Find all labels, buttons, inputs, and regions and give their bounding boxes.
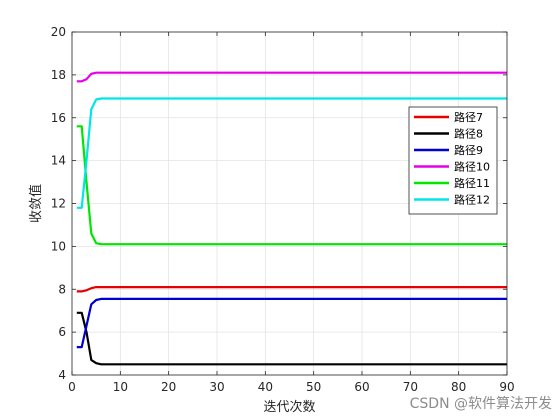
y-tick-label: 4 xyxy=(58,368,66,382)
x-tick-label: 70 xyxy=(403,380,418,394)
y-tick-label: 18 xyxy=(51,68,66,82)
watermark: CSDN @软件算法开发 xyxy=(410,396,552,412)
legend-box xyxy=(408,106,498,215)
series-lines xyxy=(76,71,507,366)
x-tick-label: 50 xyxy=(306,380,321,394)
x-tick-label: 40 xyxy=(258,380,273,394)
legend-entry: 路径7 xyxy=(454,111,483,124)
y-axis-label: 收敛值 xyxy=(28,184,44,223)
y-tick-label: 12 xyxy=(51,197,66,211)
y-tick-label: 10 xyxy=(51,239,66,253)
series-line-2 xyxy=(76,311,507,366)
series-line-4 xyxy=(76,71,507,83)
series-line-6 xyxy=(76,97,507,209)
legend-entry: 路径10 xyxy=(454,161,490,174)
legend-entry: 路径11 xyxy=(454,177,490,190)
x-axis-label: 迭代次数 xyxy=(263,399,315,415)
y-tick-label: 14 xyxy=(51,154,66,168)
x-axis-ticks: 0 10 20 30 40 50 60 70 80 90 xyxy=(68,32,515,394)
y-tick-label: 6 xyxy=(58,325,66,339)
y-axis-ticks: 4 6 8 10 12 14 16 18 20 xyxy=(51,25,507,382)
x-tick-label: 20 xyxy=(161,380,176,394)
legend: 路径7 路径8 路径9 路径10 路径11 路径12 xyxy=(408,106,498,215)
series-line-3 xyxy=(76,297,507,349)
series-line-5 xyxy=(76,125,507,246)
x-tick-label: 60 xyxy=(354,380,369,394)
y-tick-label: 16 xyxy=(51,111,66,125)
y-tick-label: 8 xyxy=(58,282,66,296)
x-tick-label: 80 xyxy=(451,380,466,394)
y-tick-label: 20 xyxy=(51,25,66,39)
legend-entry: 路径12 xyxy=(454,194,490,207)
legend-entry: 路径9 xyxy=(454,144,483,157)
series-line-1 xyxy=(76,286,507,293)
x-tick-label: 10 xyxy=(113,380,128,394)
x-tick-label: 30 xyxy=(209,380,224,394)
x-tick-label: 90 xyxy=(499,380,514,394)
legend-entry: 路径8 xyxy=(454,128,483,141)
x-tick-label: 0 xyxy=(68,380,76,394)
